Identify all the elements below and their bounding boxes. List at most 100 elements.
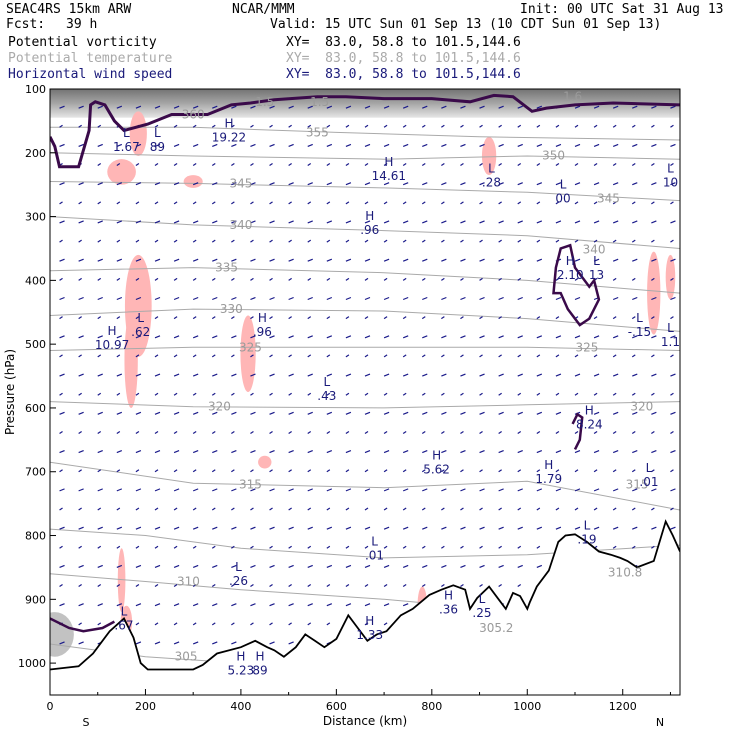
wind-arrow bbox=[250, 220, 256, 224]
wind-arrow bbox=[402, 373, 409, 377]
wind-arrow bbox=[78, 316, 82, 320]
wind-arrow bbox=[536, 354, 541, 358]
wind-arrow bbox=[383, 201, 388, 205]
wind-arrow bbox=[231, 277, 235, 281]
wind-arrow bbox=[345, 258, 352, 262]
wind-arrow bbox=[211, 316, 216, 320]
wind-arrow bbox=[460, 450, 466, 454]
wind-arrow bbox=[345, 507, 350, 511]
wind-arrow bbox=[59, 603, 65, 607]
wind-arrow bbox=[632, 450, 638, 454]
wind-arrow bbox=[555, 507, 560, 511]
wind-arrow bbox=[383, 124, 388, 128]
wind-arrow bbox=[307, 392, 312, 396]
wind-arrow bbox=[345, 277, 350, 281]
y-tick-label: 900 bbox=[25, 593, 46, 606]
wind-arrow bbox=[78, 296, 84, 301]
wind-arrow bbox=[173, 584, 178, 588]
wind-arrow bbox=[250, 430, 254, 434]
wind-arrow bbox=[670, 182, 676, 186]
wind-arrow bbox=[670, 469, 674, 473]
extremum-kind: H bbox=[365, 614, 374, 628]
extremum-kind: L bbox=[123, 126, 130, 140]
wind-arrow bbox=[651, 277, 655, 281]
wind-arrow bbox=[78, 105, 84, 109]
wind-arrow bbox=[422, 488, 428, 492]
wind-arrow bbox=[383, 411, 390, 415]
wind-arrow bbox=[651, 201, 655, 205]
theta-label: 325 bbox=[239, 340, 262, 354]
wind-arrow bbox=[402, 603, 409, 607]
wind-arrow bbox=[632, 182, 638, 186]
wind-arrow bbox=[231, 143, 237, 147]
theta-label: 1.5 bbox=[255, 95, 274, 109]
wind-arrow bbox=[345, 201, 350, 205]
wind-arrow bbox=[59, 105, 65, 109]
wind-arrow bbox=[383, 296, 390, 301]
extremum-value: .67 bbox=[114, 619, 133, 633]
theta-contour bbox=[50, 346, 680, 351]
wind-arrow bbox=[345, 373, 352, 377]
wind-arrow bbox=[116, 411, 123, 415]
wind-arrow bbox=[269, 258, 275, 262]
wind-arrow bbox=[97, 105, 103, 109]
wind-arrow bbox=[555, 335, 562, 339]
wind-arrow bbox=[460, 392, 464, 396]
wind-arrow bbox=[212, 143, 218, 147]
wind-arrow bbox=[326, 526, 333, 530]
extremum-kind: H bbox=[444, 589, 453, 603]
wind-arrow bbox=[498, 163, 502, 167]
wind-arrow bbox=[536, 258, 543, 262]
extremum-kind: H bbox=[108, 324, 117, 338]
wind-arrow bbox=[479, 430, 483, 434]
wind-arrow bbox=[479, 545, 483, 549]
wind-arrow bbox=[517, 296, 523, 301]
wind-arrow bbox=[59, 239, 63, 243]
x-axis-title: Distance (km) bbox=[323, 714, 407, 728]
wind-arrow bbox=[651, 163, 655, 167]
extremum-value: .25 bbox=[472, 606, 491, 620]
wind-arrow bbox=[632, 335, 638, 339]
theta-label: 340 bbox=[229, 218, 252, 232]
wind-arrow bbox=[460, 163, 464, 167]
y-tick-label: 200 bbox=[25, 147, 46, 160]
wind-arrow bbox=[116, 335, 123, 339]
wind-arrow bbox=[212, 450, 218, 454]
wind-arrow bbox=[402, 182, 409, 186]
wind-arrow bbox=[593, 124, 598, 128]
theta-contour bbox=[50, 216, 680, 249]
wind-arrow bbox=[460, 526, 466, 530]
wind-arrow bbox=[441, 124, 445, 128]
wind-arrow bbox=[383, 584, 388, 588]
wind-arrow bbox=[59, 277, 63, 281]
extremum-value: 14.61 bbox=[372, 169, 406, 183]
wind-arrow bbox=[383, 220, 390, 224]
wind-arrow bbox=[670, 507, 674, 511]
wind-arrow bbox=[269, 469, 273, 473]
wind-arrow bbox=[116, 354, 121, 358]
wind-arrow bbox=[173, 316, 178, 320]
wind-arrow bbox=[631, 507, 636, 511]
wind-arrow bbox=[402, 469, 407, 473]
wind-arrow bbox=[154, 220, 161, 224]
wind-arrow bbox=[574, 469, 579, 473]
wind-arrow bbox=[192, 124, 197, 128]
wind-arrow bbox=[192, 564, 199, 568]
wind-arrow bbox=[593, 316, 598, 320]
wind-arrow bbox=[498, 143, 504, 147]
wind-arrow bbox=[288, 296, 294, 301]
wind-arrow bbox=[78, 564, 84, 568]
theta-label: 315 bbox=[239, 477, 262, 491]
theta-label: 310 bbox=[177, 574, 200, 588]
wind-arrow bbox=[670, 430, 674, 434]
extremum-value: .96 bbox=[253, 325, 272, 339]
wind-arrow bbox=[517, 124, 522, 128]
wind-arrow bbox=[555, 182, 562, 186]
wind-arrow bbox=[555, 124, 560, 128]
init-time: Init: 00 UTC Sat 31 Aug 13 bbox=[520, 2, 724, 17]
wind-arrow bbox=[326, 430, 331, 434]
wind-arrow bbox=[269, 411, 275, 415]
wind-arrow bbox=[231, 488, 237, 492]
wind-arrow bbox=[441, 182, 447, 186]
wind-arrow bbox=[97, 296, 103, 301]
